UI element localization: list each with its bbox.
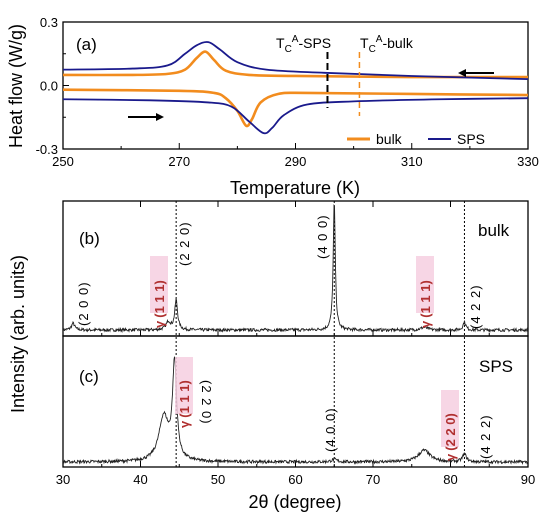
xrd-bulk-frame bbox=[62, 200, 529, 337]
panel-label-a: (a) bbox=[76, 35, 97, 54]
bulk-gamma2-highlight bbox=[416, 256, 434, 313]
bulk-gamma1-highlight bbox=[150, 256, 168, 313]
tc-bulk-label: TCA-bulk bbox=[360, 34, 414, 55]
sps-peak-400: (4 0 0) bbox=[323, 407, 338, 452]
legend-label-sps: SPS bbox=[457, 131, 485, 147]
sps-gamma1-highlight bbox=[175, 357, 193, 414]
xrd-xtick-label: 60 bbox=[288, 472, 302, 487]
dsc-xtick-label: 270 bbox=[168, 154, 190, 169]
xrd-xtick-label: 80 bbox=[443, 472, 457, 487]
dsc-panel: 250 270 290 310 330 0.3 0.0 -0.3 (a) TCA-SPS TC… bbox=[6, 15, 539, 198]
dsc-xlabel: Temperature (K) bbox=[230, 178, 360, 198]
bulk-peak-220: (2 2 0) bbox=[177, 221, 192, 266]
xrd-sps-label: SPS bbox=[479, 357, 513, 376]
bulk-gamma1-label: γ(1 1 1) bbox=[152, 280, 167, 328]
xrd-xtick-label: 30 bbox=[56, 472, 70, 487]
heating-arrow bbox=[128, 113, 164, 121]
dsc-xtick-label: 250 bbox=[52, 154, 74, 169]
dsc-ticks: 250 270 290 310 330 0.3 0.0 -0.3 bbox=[36, 15, 539, 169]
dsc-xtick-label: 310 bbox=[401, 154, 423, 169]
xrd-sps-pattern bbox=[63, 356, 528, 466]
xrd-reference-lines bbox=[175, 201, 465, 467]
dsc-series bbox=[63, 41, 528, 135]
xrd-xtick-label: 50 bbox=[211, 472, 225, 487]
cooling-arrow bbox=[458, 69, 494, 77]
bulk-peak-200: (2 0 0) bbox=[76, 281, 91, 326]
dsc-xtick-label: 290 bbox=[285, 154, 307, 169]
tc-sps-label: TCA-SPS bbox=[276, 34, 331, 55]
bulk-gamma2-label: γ(1 1 1) bbox=[418, 280, 433, 328]
dsc-ylabel: Heat flow (W/g) bbox=[6, 24, 26, 148]
bulk-peak-400: (4 0 0) bbox=[315, 214, 330, 259]
xrd-bulk-label: bulk bbox=[478, 221, 510, 240]
xrd-xtick-label: 40 bbox=[133, 472, 147, 487]
xrd-bulk-pattern bbox=[63, 203, 528, 334]
bulk-peak-422: (4 2 2) bbox=[468, 284, 483, 329]
dsc-series-sps-2 bbox=[63, 41, 528, 81]
dsc-series-bulk-0 bbox=[63, 50, 528, 79]
dsc-ytick-label: 0.0 bbox=[40, 79, 58, 94]
sps-peak-422: (4 2 2) bbox=[478, 414, 493, 459]
sps-gamma1-label: γ(1 1 1) bbox=[177, 380, 192, 428]
xrd-ylabel: Intensity (arb. units) bbox=[8, 255, 28, 413]
xrd-panel: 30 40 50 60 70 80 90 (b) (c) bulk SPS (2 0 0) … bbox=[8, 200, 535, 512]
dsc-legend: bulk SPS bbox=[347, 131, 485, 147]
panel-label-c: (c) bbox=[79, 367, 99, 386]
sps-gamma2-highlight bbox=[441, 390, 459, 447]
xrd-xtick-label: 70 bbox=[366, 472, 380, 487]
xrd-xtick-label: 90 bbox=[521, 472, 535, 487]
sps-gamma2-label: γ(2 2 0) bbox=[443, 413, 458, 461]
dsc-ytick-label: -0.3 bbox=[36, 142, 58, 157]
dsc-xtick-label: 330 bbox=[517, 154, 539, 169]
sps-peak-220: (2 2 0) bbox=[199, 380, 214, 425]
panel-label-b: (b) bbox=[79, 229, 100, 248]
xrd-ticks: 30 40 50 60 70 80 90 bbox=[56, 201, 535, 487]
dsc-series-sps-3 bbox=[63, 97, 528, 135]
legend-label-bulk: bulk bbox=[376, 131, 403, 147]
dsc-ytick-label: 0.3 bbox=[40, 15, 58, 30]
xrd-xlabel: 2θ (degree) bbox=[248, 492, 341, 512]
